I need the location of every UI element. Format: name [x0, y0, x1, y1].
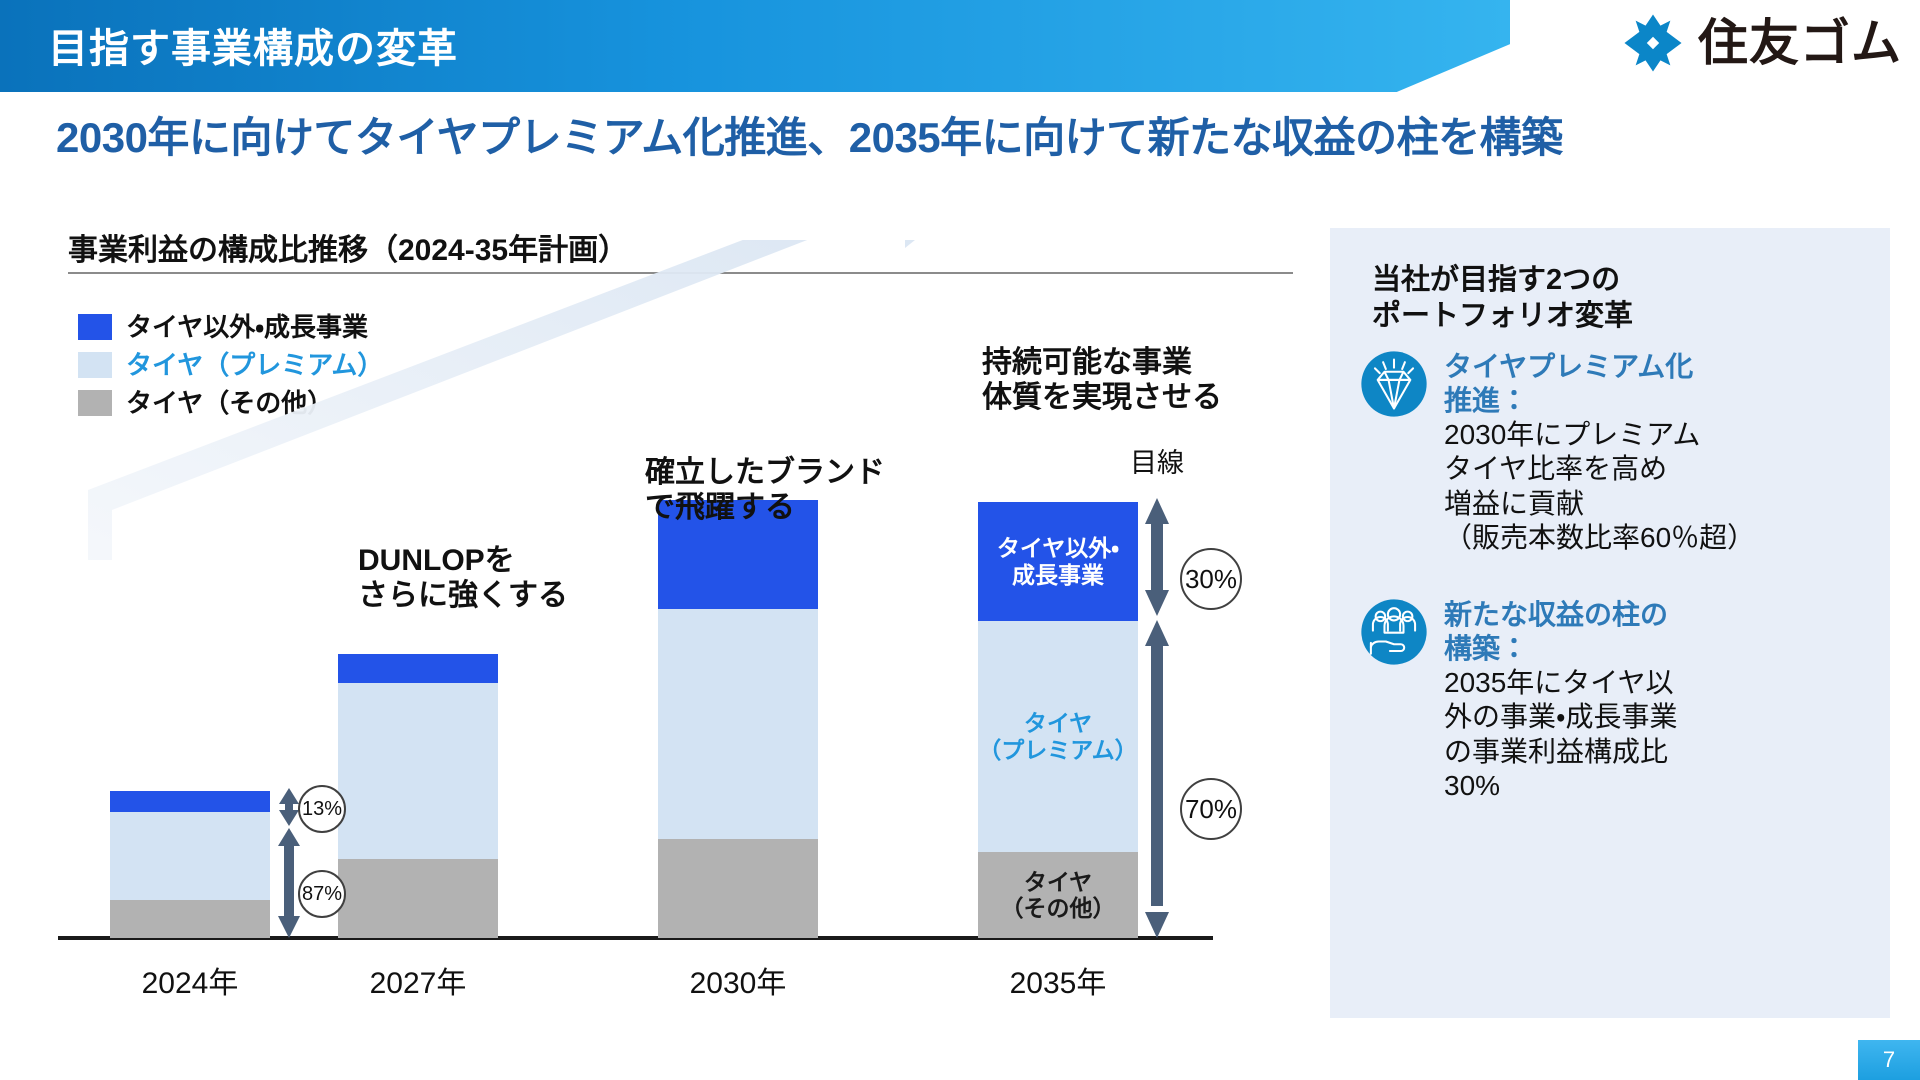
measure-axis-label: 目線: [1130, 448, 1184, 478]
annotation-brand-line2: で飛躍する: [645, 491, 795, 525]
side-panel-item-premium-desc-line4: （販売本数比率60％超）: [1444, 521, 1756, 553]
annotation-brand: 確立したブランド で飛躍する: [645, 455, 885, 526]
bar-segment-other-2035: タイヤ （その他）: [978, 852, 1138, 938]
side-panel-item-newpillar: 新たな収益の柱の 構築： 2035年にタイヤ以 外の事業・成長事業 の事業利益構…: [1360, 598, 1880, 803]
bar-segment-other-2024: [110, 900, 270, 938]
bar-2035[interactable]: タイヤ以外・ 成長事業 タイヤ （プレミアム） タイヤ （その他: [978, 502, 1138, 938]
bar-label-premium-2035-line2: （プレミアム）: [978, 736, 1138, 763]
side-panel-item-premium-term-line1: タイヤプレミアム化: [1444, 351, 1694, 382]
bar-segment-other-2027: [338, 859, 498, 938]
annotation-dunlop: DUNLOPを さらに強くする: [358, 543, 568, 614]
legend-swatch-growth: [78, 314, 112, 340]
chart-legend: タイヤ以外・成長事業 タイヤ（プレミアム） タイヤ（その他）: [78, 308, 383, 422]
side-panel-item-premium-term: タイヤプレミアム化 推進：: [1444, 350, 1880, 418]
side-panel-heading: 当社が目指す2つの ポートフォリオ変革: [1372, 262, 1633, 335]
chart-plot-area: 2024年 2027年 2030年 タイヤ以外・ 成長事業: [50, 330, 1300, 1010]
pct-badge-2035-bottom: 70%: [1180, 778, 1242, 840]
side-panel-item-premium-desc: 2030年にプレミアム タイヤ比率を高め 増益に貢献 （販売本数比率60％超）: [1444, 418, 1880, 555]
bar-segment-growth-2035: タイヤ以外・ 成長事業: [978, 502, 1138, 621]
pct-badge-2035-top: 30%: [1180, 548, 1242, 610]
company-logo: 住友ゴム: [1622, 12, 1902, 74]
page-number-badge: 7: [1858, 1040, 1920, 1080]
bar-segment-other-2030: [658, 839, 818, 938]
side-panel-item-newpillar-desc-line4: 30%: [1444, 769, 1501, 801]
side-panel-item-premium-desc-line2: タイヤ比率を高め: [1444, 453, 1668, 485]
annotation-dunlop-line1: DUNLOPを: [358, 544, 515, 577]
bar-segment-premium-2024: [110, 812, 270, 900]
side-panel-item-newpillar-desc-line2: 外の事業・成長事業: [1444, 701, 1678, 733]
legend-item-growth: タイヤ以外・成長事業: [78, 308, 383, 346]
bar-segment-premium-2035: タイヤ （プレミアム）: [978, 621, 1138, 852]
bar-label-growth-2035: タイヤ以外・ 成長事業: [978, 502, 1138, 621]
bar-label-premium-2035: タイヤ （プレミアム）: [978, 621, 1138, 852]
side-panel-item-premium-term-line2: 推進：: [1444, 385, 1529, 417]
annotation-sustainable-line2: 体質を実現させる: [982, 381, 1222, 415]
x-label-2035: 2035年: [1009, 967, 1107, 1000]
x-label-2030: 2030年: [689, 967, 787, 1000]
legend-item-premium: タイヤ（プレミアム）: [78, 346, 383, 384]
bar-label-premium-2035-line1: タイヤ: [1023, 710, 1093, 737]
bar-2030[interactable]: [658, 500, 818, 938]
slide-subtitle: 2030年に向けてタイヤプレミアム化推進、2035年に向けて新たな収益の柱を構築: [56, 114, 1563, 161]
legend-label-premium: タイヤ（プレミアム）: [126, 350, 384, 380]
x-label-2024: 2024年: [141, 967, 239, 1000]
sumitomo-diamond-icon: [1624, 14, 1682, 72]
legend-swatch-premium: [78, 352, 112, 378]
bar-2024[interactable]: [110, 791, 270, 938]
logo-text: 住友ゴム: [1698, 15, 1902, 71]
annotation-dunlop-line2: さらに強くする: [358, 579, 568, 613]
chart-title: 事業利益の構成比推移（2024-35年計画）: [68, 234, 629, 267]
side-panel-heading-line1: 当社が目指す2つの: [1372, 264, 1621, 296]
pct-badge-2024-bottom: 87%: [298, 870, 346, 918]
bar-segment-growth-2027: [338, 654, 498, 683]
measure-arrows-2035: [1145, 498, 1169, 938]
bar-label-other-2035: タイヤ （その他）: [978, 852, 1138, 938]
header-band: [0, 0, 1510, 92]
pct-badge-2024-top: 13%: [298, 785, 346, 833]
bar-label-other-2035-line2: （その他）: [1000, 895, 1116, 921]
side-panel-item-newpillar-term-line2: 構築：: [1444, 633, 1529, 665]
side-panel-item-newpillar-term-line1: 新たな収益の柱の: [1444, 599, 1669, 630]
side-panel-heading-line2: ポートフォリオ変革: [1372, 300, 1634, 333]
bar-segment-premium-2027: [338, 683, 498, 859]
side-panel: 当社が目指す2つの ポートフォリオ変革: [1330, 228, 1890, 1018]
side-panel-item-premium: タイヤプレミアム化 推進： 2030年にプレミアム タイヤ比率を高め 増益に貢献…: [1360, 350, 1880, 555]
diamond-icon: [1361, 351, 1427, 417]
side-panel-item-newpillar-body: 新たな収益の柱の 構築： 2035年にタイヤ以 外の事業・成長事業 の事業利益構…: [1444, 598, 1880, 803]
side-panel-item-newpillar-desc-line3: の事業利益構成比: [1444, 735, 1669, 767]
page-title: 目指す事業構成の変革: [48, 27, 458, 71]
legend-label-growth: タイヤ以外・成長事業: [126, 312, 369, 342]
bar-2027[interactable]: [338, 654, 498, 938]
people-hand-icon: [1361, 599, 1427, 665]
bar-segment-growth-2030: [658, 500, 818, 609]
bar-label-growth-2035-line2: 成長事業: [1011, 561, 1104, 588]
annotation-sustainable-line1: 持続可能な事業: [982, 346, 1192, 379]
side-panel-item-premium-desc-line3: 増益に貢献: [1444, 487, 1585, 519]
chart-x-axis: [58, 936, 1213, 940]
bar-label-growth-2035-line1: タイヤ以外・: [996, 535, 1120, 562]
bar-label-other-2035-line1: タイヤ: [1023, 868, 1093, 895]
side-panel-item-premium-body: タイヤプレミアム化 推進： 2030年にプレミアム タイヤ比率を高め 増益に貢献…: [1444, 350, 1880, 555]
side-panel-item-premium-desc-line1: 2030年にプレミアム: [1444, 419, 1701, 451]
legend-swatch-other: [78, 390, 112, 416]
measure-arrows-2024: [278, 788, 300, 938]
side-panel-item-newpillar-term: 新たな収益の柱の 構築：: [1444, 598, 1880, 666]
annotation-brand-line1: 確立したブランド: [645, 456, 885, 489]
side-panel-item-newpillar-desc: 2035年にタイヤ以 外の事業・成長事業 の事業利益構成比 30%: [1444, 666, 1880, 803]
x-label-2027: 2027年: [369, 967, 467, 1000]
bar-segment-premium-2030: [658, 609, 818, 839]
bar-segment-growth-2024: [110, 791, 270, 812]
annotation-sustainable: 持続可能な事業 体質を実現させる: [982, 345, 1222, 416]
side-panel-item-newpillar-desc-line1: 2035年にタイヤ以: [1444, 667, 1674, 699]
